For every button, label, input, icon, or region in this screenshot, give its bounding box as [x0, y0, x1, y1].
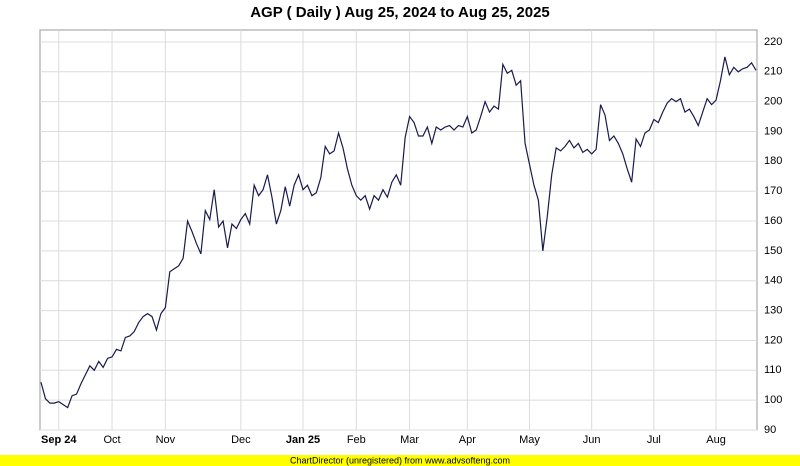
x-tick-label: Jul — [647, 434, 661, 446]
y-tick-label: 150 — [764, 245, 782, 257]
x-tick-label: Aug — [706, 434, 726, 446]
y-tick-label: 120 — [764, 334, 782, 346]
x-tick-label: Feb — [347, 434, 366, 446]
y-tick-label: 180 — [764, 155, 782, 167]
x-tick-label: Sep 24 — [41, 434, 77, 446]
footer: ChartDirector (unregistered) from www.ad… — [290, 455, 510, 465]
y-tick-label: 110 — [764, 364, 782, 376]
x-tick-label: Apr — [459, 434, 476, 446]
y-tick-label: 170 — [764, 185, 782, 197]
y-tick-label: 90 — [764, 424, 776, 436]
y-tick-label: 130 — [764, 305, 782, 317]
plot-area — [39, 29, 758, 431]
x-tick-label: Jun — [583, 434, 601, 446]
y-tick-label: 200 — [764, 96, 782, 108]
x-tick-label: Oct — [103, 434, 120, 446]
y-tick-label: 210 — [764, 66, 782, 78]
y-tick-label: 190 — [764, 125, 782, 137]
x-tick-label: May — [519, 434, 540, 446]
y-tick-label: 100 — [764, 394, 782, 406]
x-tick-label: Dec — [231, 434, 251, 446]
x-tick-label: Jan 25 — [286, 434, 320, 446]
x-tick-label: Mar — [400, 434, 419, 446]
footer-bar — [0, 455, 800, 466]
y-tick-label: 220 — [764, 36, 782, 48]
chart-title: AGP ( Daily ) Aug 25, 2024 to Aug 25, 20… — [250, 4, 550, 21]
x-tick-label: Nov — [156, 434, 176, 446]
y-tick-label: 160 — [764, 215, 782, 227]
y-tick-label: 140 — [764, 275, 782, 287]
price-line — [40, 56, 757, 409]
